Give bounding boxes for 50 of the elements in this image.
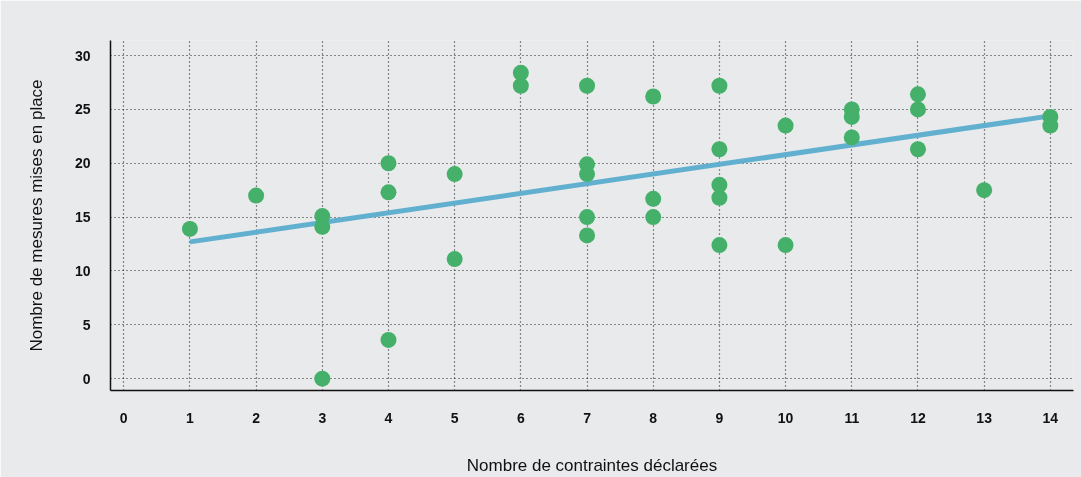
point (843, 129, 860, 146)
x-tick-label: 5 (450, 409, 459, 426)
point (380, 331, 397, 348)
y-tick-label: 10 (74, 262, 91, 279)
point (645, 88, 662, 105)
point (314, 370, 331, 387)
point (976, 182, 993, 199)
point (909, 141, 926, 158)
x-axis-title: Nombre de contraintes déclarées (466, 455, 718, 475)
point (645, 209, 662, 226)
x-tick-label: 10 (777, 409, 794, 426)
point (645, 190, 662, 207)
x-tick-label: 14 (1042, 409, 1059, 426)
y-tick-label: 5 (82, 316, 91, 333)
point (711, 237, 728, 254)
point (446, 251, 463, 268)
x-tick-label: 7 (583, 409, 592, 426)
x-tick-label: 11 (844, 409, 860, 426)
point (579, 209, 596, 226)
x-tick-label: 9 (715, 409, 724, 426)
x-tick-label: 2 (252, 409, 261, 426)
point (446, 166, 463, 183)
point (711, 77, 728, 94)
x-tick-label: 12 (910, 409, 926, 426)
y-tick-label: 30 (74, 47, 91, 64)
y-tick-label: 0 (82, 370, 91, 387)
x-tick-label: 3 (318, 409, 327, 426)
x-tick-label: 0 (119, 409, 128, 426)
y-tick-label: 25 (74, 101, 91, 118)
point (579, 77, 596, 94)
point (181, 220, 198, 237)
point (380, 184, 397, 201)
y-axis-title: Nombre de mesures mises en place (26, 79, 46, 352)
point (909, 101, 926, 118)
point (711, 189, 728, 206)
y-tick-label: 20 (74, 155, 91, 172)
point (579, 227, 596, 244)
x-tick-label: 1 (186, 409, 195, 426)
x-tick-label: 8 (649, 409, 658, 426)
point (711, 141, 728, 158)
point (909, 86, 926, 103)
point (380, 155, 397, 172)
point (777, 237, 794, 254)
y-tick-label: 15 (74, 209, 91, 226)
x-tick-label: 6 (516, 409, 525, 426)
point (248, 187, 265, 204)
x-tick-label: 4 (384, 409, 393, 426)
point (512, 77, 529, 94)
x-tick-label: 13 (976, 409, 993, 426)
point (777, 117, 794, 134)
